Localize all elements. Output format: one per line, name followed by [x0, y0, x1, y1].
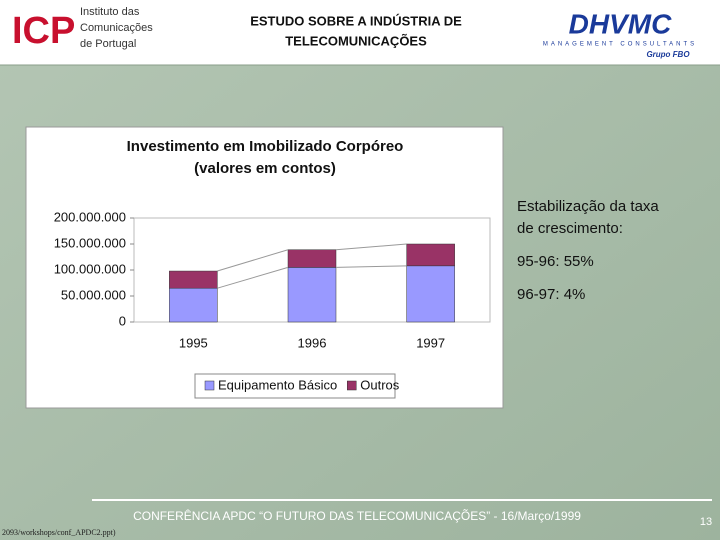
- x-tick-label: 1996: [298, 335, 327, 350]
- right-logo: DHVMC: [569, 8, 672, 39]
- bar-segment: [406, 265, 455, 323]
- header-title: TELECOMUNICAÇÕES: [285, 33, 427, 48]
- y-tick-label: 150.000.000: [54, 235, 126, 250]
- y-tick-label: 200.000.000: [54, 209, 126, 224]
- legend-label: Outros: [360, 377, 400, 392]
- left-logo-text: Instituto das: [80, 6, 140, 18]
- x-tick-label: 1995: [179, 335, 208, 350]
- side-heading: Estabilização da taxa: [517, 198, 659, 215]
- x-tick-label: 1997: [416, 335, 445, 350]
- series-line: [335, 243, 407, 251]
- side-heading: de crescimento:: [517, 220, 623, 237]
- bar-segment: [287, 267, 337, 323]
- bar-segment: [169, 270, 218, 289]
- file-path: 2093/workshops/conf_APDC2.ppt): [2, 528, 116, 537]
- left-logo: ICP: [12, 10, 75, 52]
- side-item: 96-97: 4%: [517, 286, 585, 303]
- header-title: ESTUDO SOBRE A INDÚSTRIA DE: [250, 13, 462, 28]
- chart-subtitle: (valores em contos): [194, 160, 336, 177]
- series-line: [217, 249, 289, 272]
- series-line: [335, 265, 407, 268]
- legend-box: [194, 373, 396, 399]
- chart: 0 50.000.000 100.000.000 150.000.000 200.000…: [54, 209, 491, 392]
- footer-text: CONFERÊNCIA APDC “O FUTURO DAS TELECOMUN…: [133, 508, 581, 523]
- legend-label: Equipamento Básico: [218, 377, 337, 392]
- left-logo-text: Comunicações: [80, 22, 153, 34]
- series-line: [217, 266, 289, 289]
- legend-swatch: [204, 380, 215, 391]
- y-tick-label: 0: [119, 313, 126, 328]
- bar-segment: [169, 287, 218, 323]
- y-tick-label: 100.000.000: [54, 261, 126, 276]
- side-item: 95-96: 55%: [517, 253, 594, 270]
- right-logo-sub: MANAGEMENT CONSULTANTS: [543, 42, 697, 48]
- bar-segment: [287, 249, 337, 268]
- bar-segment: [406, 243, 455, 267]
- header-band: [0, 0, 720, 65]
- legend-swatch: [347, 380, 357, 391]
- y-tick-label: 50.000.000: [61, 287, 126, 302]
- left-logo-text: de Portugal: [80, 38, 136, 50]
- right-logo-group: Grupo FBO: [646, 50, 690, 59]
- chart-title: Investimento em Imobilizado Corpóreo: [127, 138, 404, 155]
- page-number: 13: [700, 516, 712, 528]
